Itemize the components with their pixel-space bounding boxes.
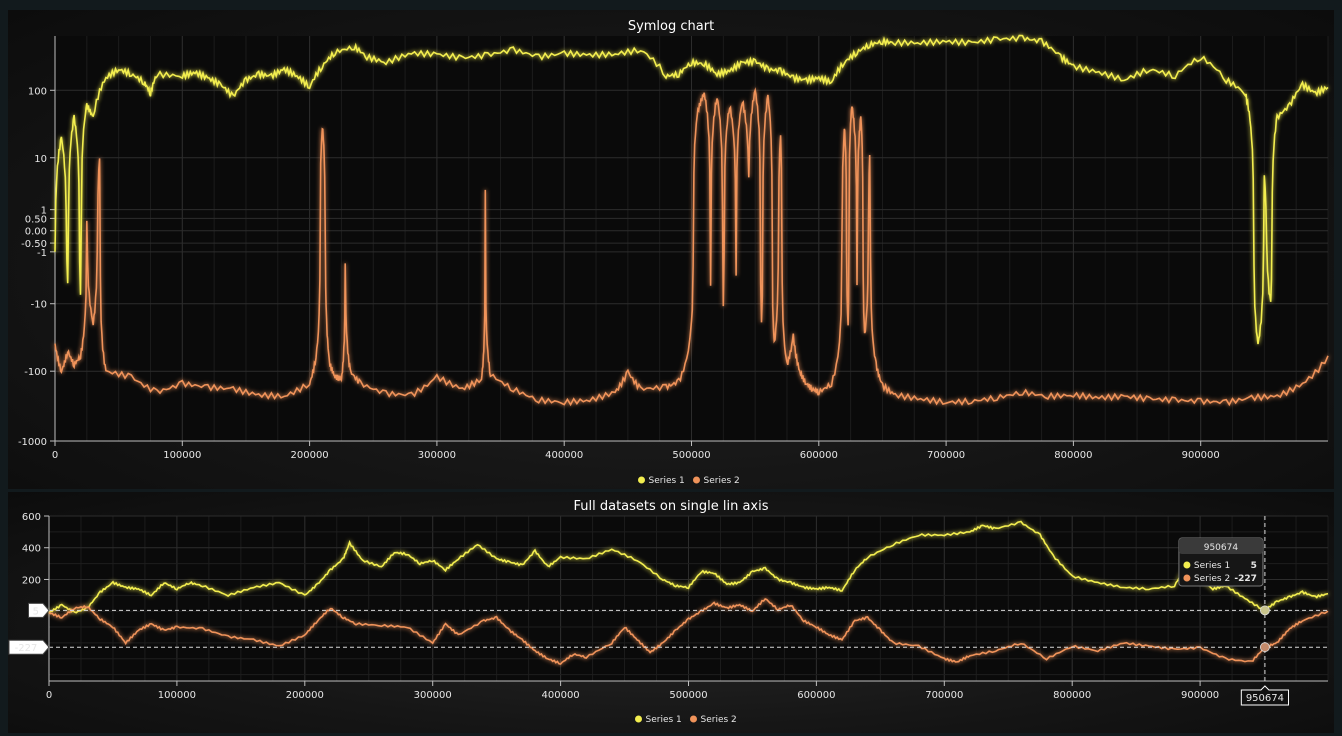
x-tick-label: 500000 (672, 450, 710, 461)
x-tick-label: 400000 (542, 690, 580, 701)
crosshair-point[interactable] (1260, 605, 1270, 616)
tooltip-marker (1183, 561, 1191, 569)
y-value-marker (8, 639, 50, 655)
x-tick-label: 700000 (925, 690, 963, 701)
y-tick-label: -1000 (18, 437, 47, 448)
x-value-marker-label: 950674 (1246, 693, 1284, 704)
linear-chart[interactable]: Full datasets on single lin axis 0 100000 2… (8, 492, 1334, 733)
symlog-chart-panel: Symlog chart 0 100000 200000 300000 400000 500… (8, 10, 1334, 489)
x-tick-label: 0 (46, 690, 52, 701)
x-tick-label: 400000 (545, 450, 583, 461)
y-tick-label: 100 (28, 86, 47, 97)
x-tick-label: 300000 (414, 690, 452, 701)
y-value-marker-label: 5 (33, 606, 39, 617)
series-line[interactable] (48, 598, 1329, 665)
y-tick-label: 10 (34, 154, 47, 165)
legend-marker[interactable] (690, 715, 697, 723)
legend-marker[interactable] (693, 476, 700, 484)
legend-label: Series 1 (649, 476, 685, 486)
tooltip-marker (1183, 574, 1191, 582)
linear-chart-panel: Full datasets on single lin axis 0 100000 2… (8, 492, 1334, 733)
y-value-marker (28, 602, 50, 618)
x-tick-label: 100000 (163, 450, 201, 461)
legend-marker[interactable] (638, 476, 645, 484)
crosshair-tooltip: 950674 Series 1 5 Series 2 -227 (1178, 537, 1264, 587)
chart-title: Full datasets on single lin axis (574, 499, 769, 514)
legend-label: Series 2 (704, 476, 740, 486)
y-tick-label: 1 (41, 206, 47, 217)
tooltip-series-value: 5 (1251, 561, 1257, 571)
x-tick-label: 200000 (291, 450, 329, 461)
tooltip-series-name: Series 1 (1194, 561, 1230, 571)
y-tick-label: 600 (22, 512, 41, 523)
legend-marker[interactable] (635, 715, 642, 723)
y-tick-label: -1 (37, 248, 47, 259)
y-tick-label: -0.50 (21, 239, 47, 250)
y-tick-label: -10 (31, 300, 47, 311)
x-tick-label: 800000 (1054, 450, 1092, 461)
x-tick-label: 0 (52, 450, 58, 461)
x-value-marker (1240, 685, 1290, 706)
x-tick-label: 700000 (927, 450, 965, 461)
y-tick-label: 0.00 (25, 227, 47, 238)
legend-label: Series 1 (646, 715, 682, 725)
y-tick-label: -100 (24, 367, 47, 378)
chart-title: Symlog chart (628, 19, 714, 34)
x-tick-label: 500000 (669, 690, 707, 701)
x-tick-label: 900000 (1181, 690, 1219, 701)
legend-label: Series 2 (701, 715, 737, 725)
series-line[interactable] (54, 34, 1329, 345)
x-tick-label: 900000 (1182, 450, 1220, 461)
y-tick-label: 200 (22, 575, 41, 586)
x-tick-label: 800000 (1053, 690, 1091, 701)
symlog-chart[interactable]: Symlog chart 0 100000 200000 300000 400000 500… (8, 10, 1334, 489)
x-tick-label: 300000 (418, 450, 456, 461)
series-line[interactable] (48, 520, 1329, 614)
tooltip-series-name: Series 2 (1194, 574, 1230, 584)
x-tick-label: 600000 (800, 450, 838, 461)
x-tick-label: 600000 (797, 690, 835, 701)
y-tick-label: 0.50 (25, 214, 47, 225)
tooltip-series-value: -227 (1234, 574, 1257, 584)
y-tick-label: 400 (22, 544, 41, 555)
tooltip-header: 950674 (1204, 543, 1239, 553)
x-tick-label: 200000 (286, 690, 324, 701)
series-line[interactable] (54, 87, 1329, 407)
tooltip-header-bg (1178, 538, 1263, 554)
x-tick-label: 100000 (158, 690, 196, 701)
crosshair-point[interactable] (1260, 642, 1270, 653)
y-value-marker-label: -227 (15, 643, 38, 654)
